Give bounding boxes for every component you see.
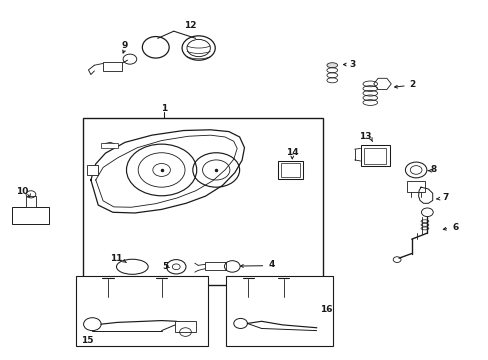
Text: 3: 3 bbox=[349, 60, 355, 69]
Ellipse shape bbox=[326, 63, 337, 68]
Text: 8: 8 bbox=[430, 166, 436, 175]
Text: 2: 2 bbox=[409, 81, 415, 90]
Text: 1: 1 bbox=[161, 104, 167, 113]
Bar bbox=[281, 163, 299, 177]
Text: 10: 10 bbox=[16, 187, 28, 196]
Text: 6: 6 bbox=[451, 223, 457, 232]
Text: 7: 7 bbox=[441, 193, 447, 202]
Bar bbox=[205, 262, 225, 270]
Text: 4: 4 bbox=[267, 261, 274, 270]
Bar bbox=[360, 145, 389, 166]
Bar bbox=[175, 321, 195, 332]
Bar bbox=[101, 143, 118, 148]
Bar bbox=[277, 161, 303, 179]
Bar bbox=[26, 196, 36, 207]
Text: 5: 5 bbox=[162, 262, 168, 271]
Bar bbox=[103, 62, 122, 71]
Text: 11: 11 bbox=[110, 255, 122, 264]
Text: 12: 12 bbox=[183, 21, 196, 30]
Bar bbox=[82, 118, 322, 285]
Bar bbox=[364, 148, 385, 163]
Text: 16: 16 bbox=[320, 305, 332, 314]
Bar bbox=[225, 276, 332, 346]
Bar bbox=[407, 181, 424, 192]
Bar bbox=[76, 276, 207, 346]
Text: 13: 13 bbox=[358, 132, 370, 141]
Bar bbox=[87, 165, 98, 175]
Text: 9: 9 bbox=[122, 41, 128, 50]
Text: 14: 14 bbox=[285, 148, 298, 157]
Bar bbox=[12, 207, 49, 224]
Text: 15: 15 bbox=[81, 336, 94, 345]
